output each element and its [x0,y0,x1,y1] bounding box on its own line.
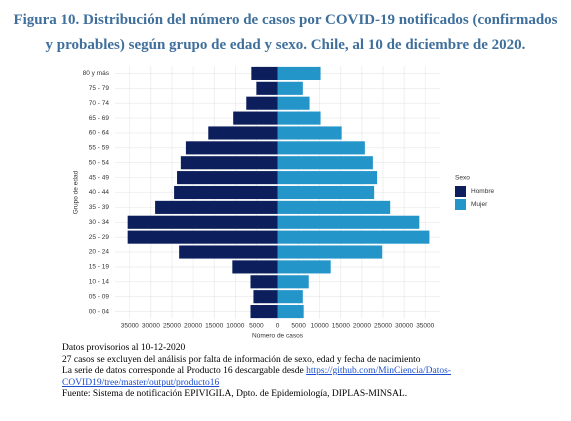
y-tick-label: 00 - 04 [89,308,110,315]
bar [232,260,278,274]
x-tick-label: 25000 [374,323,392,330]
y-tick-label: 65 - 69 [89,115,110,122]
x-tick-label: 30000 [395,323,413,330]
y-tick-label: 10 - 14 [89,279,110,286]
bar [277,66,321,80]
y-tick-label: 50 - 54 [89,159,110,166]
bar [277,290,303,304]
source-note: La serie de datos corresponde al Product… [62,366,502,389]
bar [155,200,278,214]
chart: 35000 30000 25000 20000 15000 10000 5000 0 5000 1… [73,66,495,340]
bar [127,215,278,229]
bar [179,245,278,259]
note: Datos provisorios al 10-12-2020 [62,343,186,353]
x-tick-label: 5000 [291,323,306,330]
x-tick-label: 15000 [332,323,350,330]
y-tick-label: 20 - 24 [89,249,110,256]
bar [277,230,430,244]
x-tick-label: 35000 [416,323,434,330]
x-tick-label: 20000 [353,323,371,330]
y-tick-label: 45 - 49 [89,174,110,181]
chart-title: Figura 10. Distribución del número de ca… [13,12,558,53]
bar [277,126,342,140]
bar [277,305,304,319]
bar [277,81,303,95]
x-axis-title: Número de casos [252,333,304,340]
bar [277,96,310,110]
y-tick-label: 25 - 29 [89,234,110,241]
legend-label: Hombre [471,188,495,195]
legend-swatch [455,186,466,197]
x-tick-label: 10000 [311,323,329,330]
bar [277,185,375,200]
bar [277,111,321,125]
x-tick-label: 15000 [205,323,223,330]
y-tick-label: 75 - 79 [89,85,110,92]
bar [253,290,278,304]
bar [277,171,378,185]
bar [277,275,309,289]
y-tick-label: 70 - 74 [89,100,110,107]
y-axis-title: Grupo de edad [73,170,80,214]
notes: Datos provisorios al 10-12-2020 27 casos… [62,343,502,401]
x-tick-label: 25000 [163,323,181,330]
bar [277,260,331,274]
y-tick-label: 40 - 44 [89,189,110,196]
source-link[interactable]: https://github.com/MinCiencia/Datos-COVI… [62,366,451,388]
y-tick-label: 80 y más [83,70,110,77]
y-tick-label: 30 - 34 [89,219,110,226]
bar [185,141,278,155]
y-tick-label: 55 - 59 [89,145,110,152]
x-tick-label: 30000 [142,323,160,330]
bar [251,66,278,80]
y-tick-label: 15 - 19 [89,264,110,271]
bar [256,81,278,95]
bar [208,126,278,140]
bar [250,275,278,289]
legend-title: Sexo [455,175,470,182]
bar [233,111,278,125]
y-tick-label: 05 - 09 [89,293,110,300]
bar [177,171,278,185]
legend-swatch [455,199,466,210]
bar [277,200,391,214]
bar [127,230,278,244]
x-tick-label: 20000 [184,323,202,330]
x-tick-label: 0 [276,323,280,330]
bar [277,215,420,229]
x-tick-label: 10000 [226,323,244,330]
bar [277,141,365,155]
note: 27 casos se excluyen del análisis por fa… [62,354,421,365]
footer: Fuente: Sistema de notificación EPIVIGIL… [62,389,408,399]
bar [246,96,278,110]
x-tick-label: 35000 [121,323,139,330]
y-tick-label: 35 - 39 [89,204,110,211]
x-tick-label: 5000 [249,323,264,330]
source-text: La serie de datos corresponde al Product… [62,366,304,376]
bar [174,185,278,200]
bar [250,305,278,319]
bar [180,156,278,170]
y-tick-label: 60 - 64 [89,130,110,137]
bar [277,245,383,259]
legend-label: Mujer [471,201,488,208]
bar [277,156,373,170]
